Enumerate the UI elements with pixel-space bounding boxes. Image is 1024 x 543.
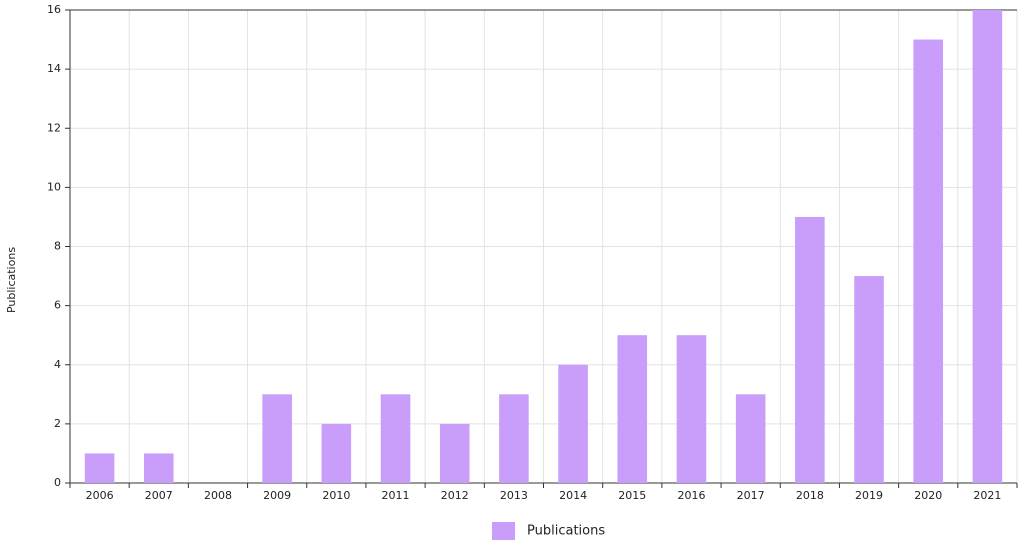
- x-tick-label: 2018: [796, 489, 824, 502]
- x-tick-label: 2014: [559, 489, 587, 502]
- y-tick-label: 12: [47, 121, 61, 134]
- x-tick-label: 2021: [973, 489, 1001, 502]
- y-tick-label: 14: [47, 62, 61, 75]
- y-tick-label: 8: [54, 240, 61, 253]
- x-tick-label: 2020: [914, 489, 942, 502]
- legend-swatch: [492, 522, 515, 540]
- bar: [499, 394, 529, 483]
- x-tick-label: 2012: [441, 489, 469, 502]
- x-tick-label: 2019: [855, 489, 883, 502]
- x-tick-label: 2010: [322, 489, 350, 502]
- x-tick-label: 2013: [500, 489, 528, 502]
- y-tick-label: 4: [54, 358, 61, 371]
- bar: [795, 216, 825, 483]
- bar: [439, 423, 470, 483]
- y-tick-label: 2: [54, 417, 61, 430]
- y-tick-label: 10: [47, 180, 61, 193]
- bar: [321, 423, 352, 483]
- bar: [84, 453, 115, 483]
- legend-label: Publications: [527, 524, 605, 539]
- bar: [380, 394, 411, 483]
- x-tick-label: 2008: [204, 489, 232, 502]
- x-tick-label: 2009: [263, 489, 291, 502]
- bar: [558, 364, 588, 483]
- x-tick-label: 2017: [737, 489, 765, 502]
- bar: [913, 39, 944, 483]
- x-tick-label: 2016: [677, 489, 705, 502]
- bar: [617, 335, 648, 483]
- bar: [735, 394, 766, 483]
- bar: [143, 453, 174, 483]
- x-tick-label: 2007: [145, 489, 173, 502]
- x-tick-label: 2011: [382, 489, 410, 502]
- bar: [676, 335, 707, 483]
- x-tick-label: 2006: [86, 489, 114, 502]
- bar: [972, 10, 1003, 483]
- y-tick-label: 16: [47, 3, 61, 16]
- y-axis-label: Publications: [5, 247, 18, 313]
- y-tick-label: 6: [54, 299, 61, 312]
- bar: [262, 394, 292, 483]
- x-tick-label: 2015: [618, 489, 646, 502]
- bar: [854, 276, 884, 483]
- y-tick-label: 0: [54, 476, 61, 489]
